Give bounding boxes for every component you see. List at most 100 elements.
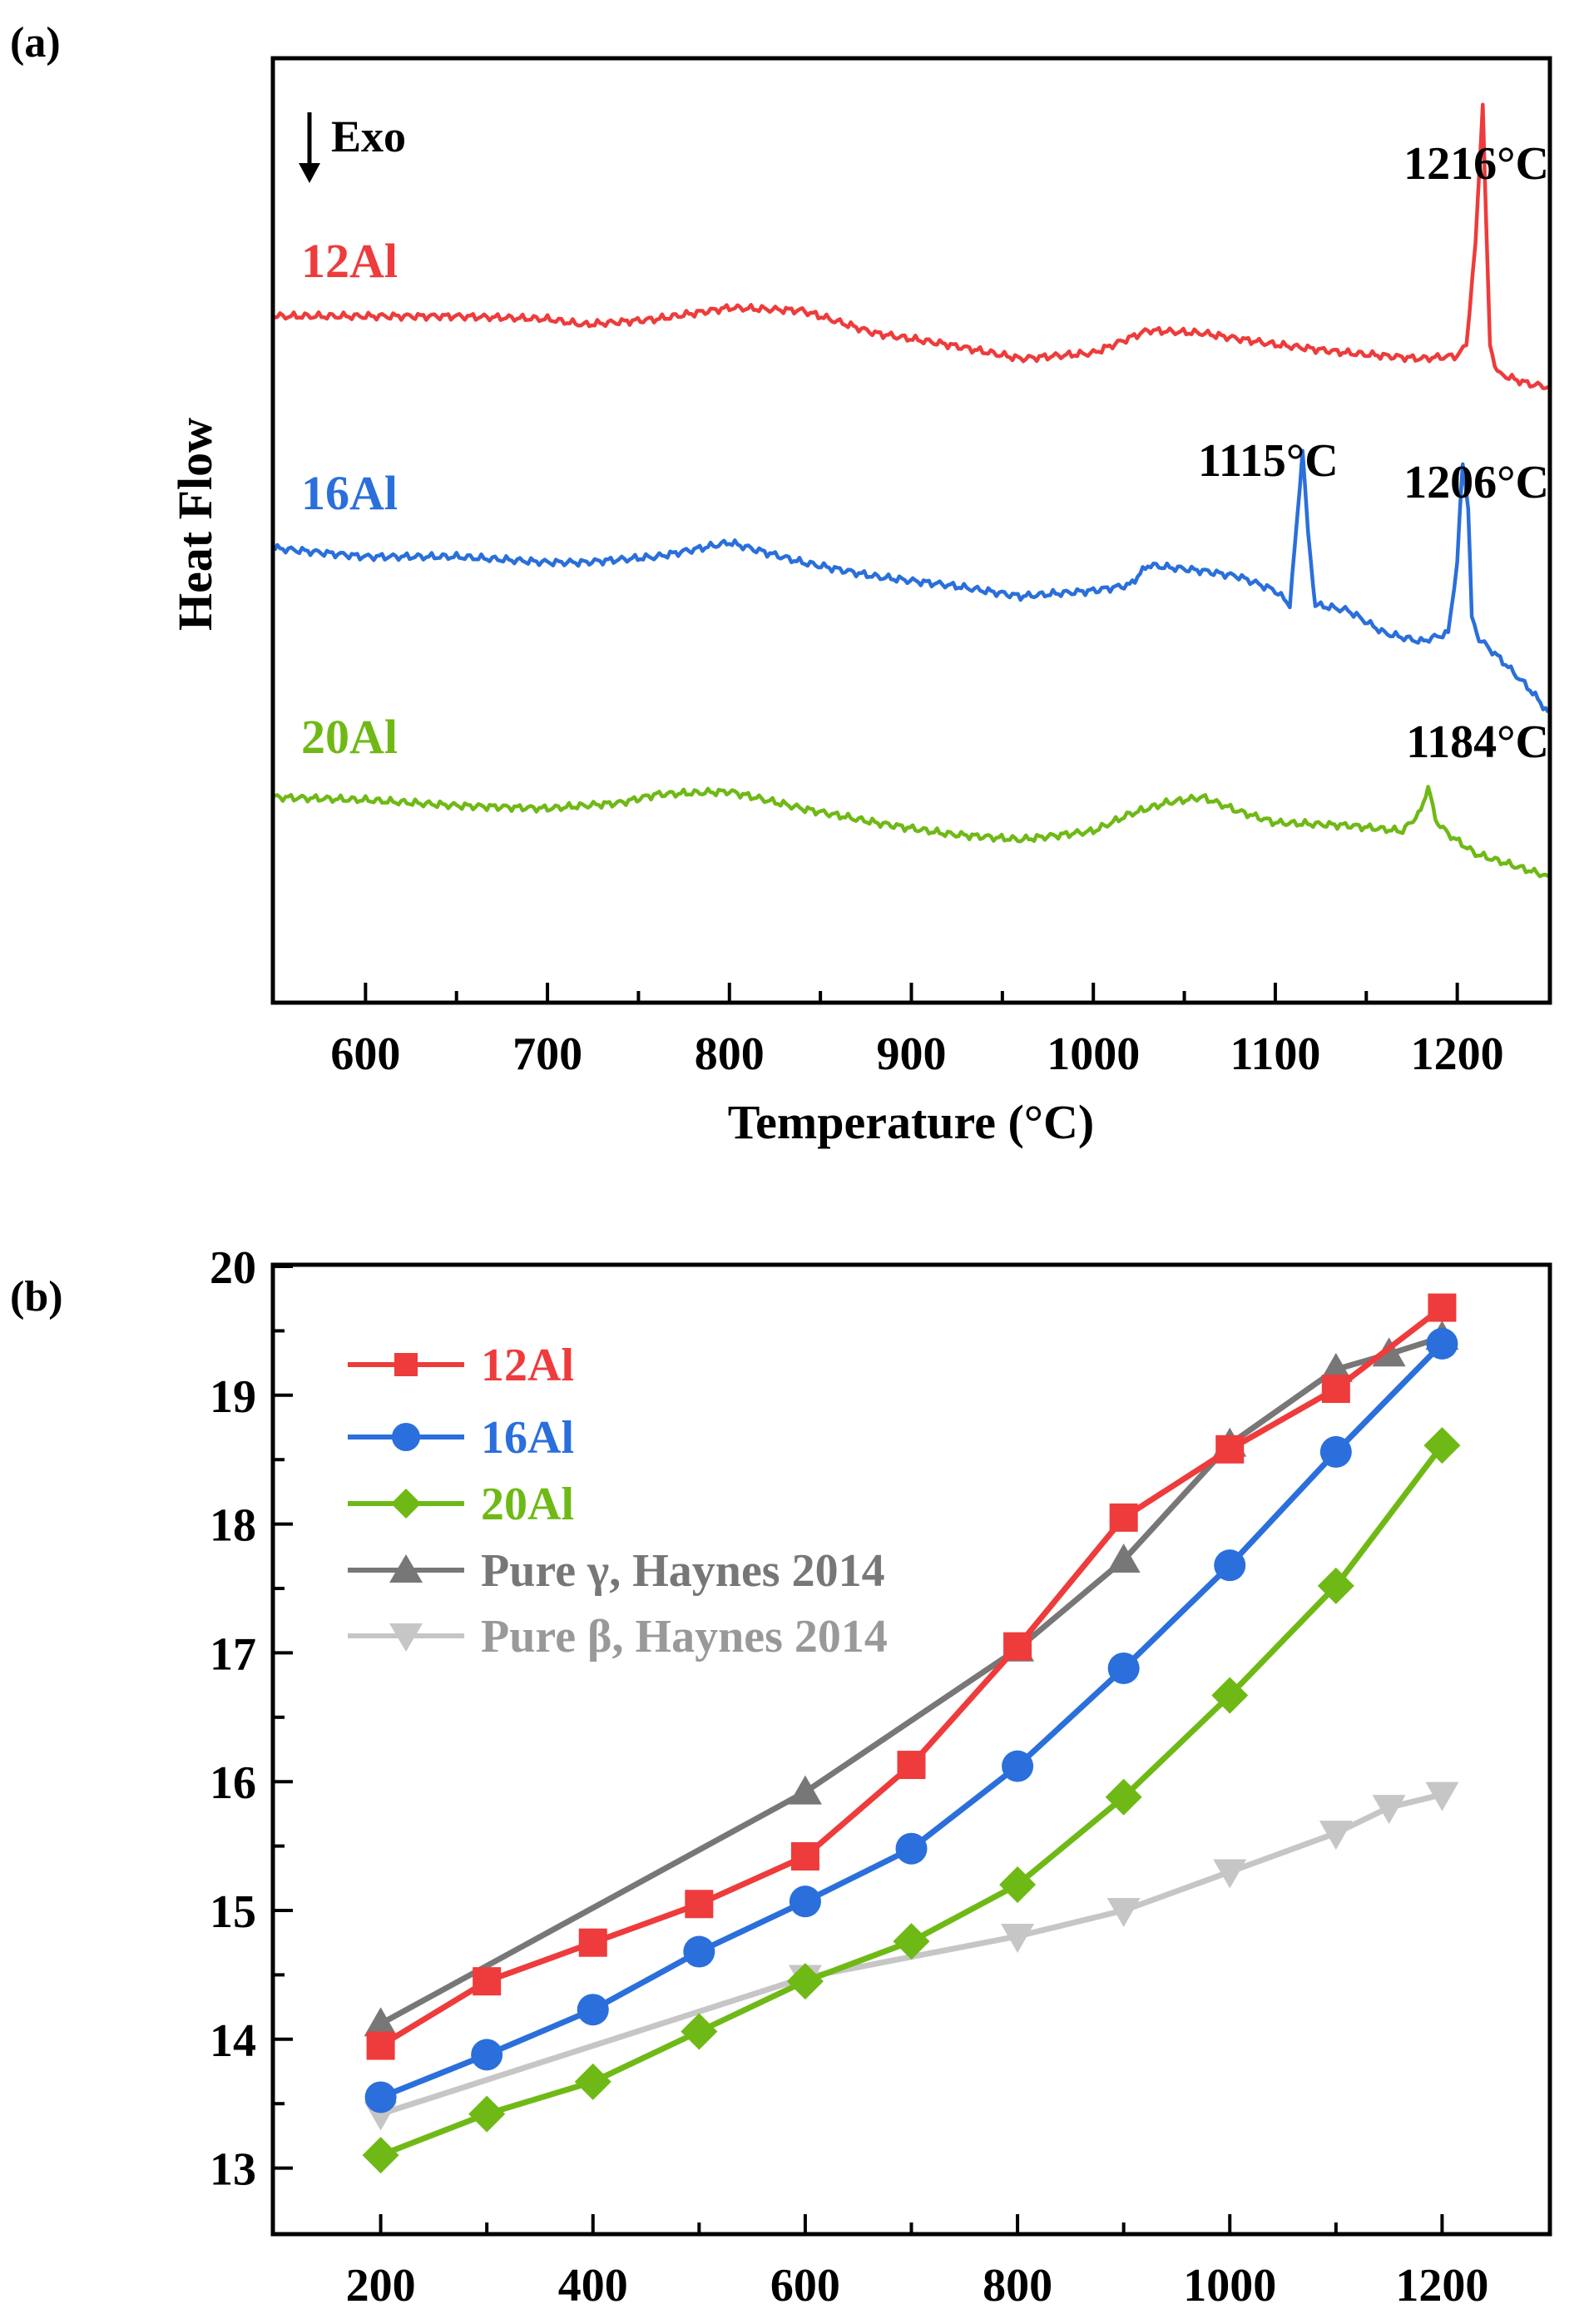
data-point-circle: [1107, 1652, 1140, 1684]
panel-b-series: [362, 1293, 1461, 2174]
panel-a-x-axis-title: Temperature (°C): [728, 1095, 1094, 1149]
y-tick-label: 14: [210, 2015, 256, 2067]
data-point-diamond: [574, 2063, 611, 2100]
data-point-triangle-down: [1319, 1821, 1353, 1851]
legend-square-marker-icon: [394, 1353, 418, 1376]
series-label-20al: 20Al: [301, 710, 398, 764]
peak-annotation-1216: 1216°C: [1403, 138, 1549, 190]
data-point-circle: [1319, 1435, 1352, 1468]
x-tick-label: 700: [512, 1028, 582, 1080]
data-point-square: [685, 1890, 714, 1919]
x-tick-label: 400: [558, 2260, 628, 2312]
legend-item-pure-beta: Pure β, Haynes 2014: [348, 1611, 888, 1662]
y-tick-label: 20: [210, 1242, 256, 1294]
legend-label-16al: 16Al: [481, 1412, 574, 1464]
legend-triangle-up-marker-icon: [389, 1554, 423, 1583]
data-point-square: [1321, 1375, 1350, 1404]
data-point-circle: [683, 1935, 715, 1968]
data-point-triangle-down: [1213, 1859, 1247, 1889]
dsc-trace-20al: [274, 785, 1550, 879]
data-point-diamond: [1423, 1427, 1461, 1464]
y-tick-label: 16: [210, 1757, 256, 1809]
legend-triangle-down-marker-icon: [389, 1623, 423, 1652]
data-point-diamond: [1317, 1567, 1354, 1604]
panel-a-peak-annotations: 1216°C 1115°C 1206°C 1184°C: [1198, 138, 1549, 768]
y-tick-label: 18: [210, 1500, 256, 1552]
panel-a-x-ticks: 600 700 800 900 1000 1100 1200: [330, 983, 1504, 1080]
data-point-circle: [471, 2039, 503, 2071]
data-point-diamond: [999, 1866, 1037, 1904]
panel-a-label: (a): [10, 19, 61, 67]
data-point-circle: [364, 2081, 397, 2113]
data-point-triangle-down: [1425, 1781, 1459, 1811]
data-point-square: [897, 1751, 926, 1780]
data-point-square: [1215, 1435, 1245, 1464]
data-point-diamond: [1105, 1778, 1142, 1816]
legend-circle-marker-icon: [392, 1423, 420, 1451]
panel-a-series-labels: 12Al 16Al 20Al: [301, 234, 398, 764]
series-label-12al: 12Al: [301, 234, 398, 288]
legend-item-pure-gamma: Pure γ, Haynes 2014: [348, 1545, 885, 1597]
y-tick-label: 15: [210, 1886, 256, 1938]
data-point-square: [1109, 1503, 1138, 1532]
data-point-triangle-up: [1106, 1543, 1141, 1573]
data-point-triangle-down: [1106, 1898, 1141, 1927]
panel-b-frame: [270, 1262, 1552, 2237]
x-tick-label: 200: [346, 2260, 416, 2312]
data-point-diamond: [681, 2013, 718, 2050]
x-tick-label: 800: [695, 1028, 765, 1080]
panel-b-line-chart: (b) 200 400 600 800 1000 1200 13 14 15 16 17 18 19 20…: [10, 1242, 1552, 2312]
panel-a-y-axis-title: Heat Flow: [168, 418, 222, 631]
data-point-triangle-up: [364, 2007, 398, 2037]
legend-item-16al: 16Al: [348, 1412, 574, 1464]
x-tick-label: 1200: [1395, 2260, 1488, 2312]
data-point-triangle-up: [1372, 1337, 1406, 1367]
exo-indicator: Exo: [299, 111, 406, 183]
x-tick-label: 1100: [1230, 1028, 1320, 1080]
series-label-16al: 16Al: [301, 466, 398, 520]
dsc-trace-12al: [274, 102, 1549, 390]
x-tick-label: 600: [330, 1028, 400, 1080]
x-tick-label: 1200: [1411, 1028, 1504, 1080]
data-point-diamond: [893, 1923, 930, 1960]
x-tick-label: 900: [877, 1028, 947, 1080]
y-tick-label: 17: [210, 1628, 256, 1680]
peak-annotation-1184: 1184°C: [1406, 716, 1549, 768]
panel-b-legend: 12Al 16Al 20Al Pure γ, Haynes 2014 Pure: [348, 1340, 888, 1662]
x-tick-label: 600: [770, 2260, 840, 2312]
panel-b-label: (b): [10, 1273, 63, 1321]
data-point-circle: [1002, 1750, 1034, 1782]
y-tick-label: 19: [210, 1371, 256, 1423]
exo-label: Exo: [331, 111, 406, 161]
x-tick-label: 800: [983, 2260, 1052, 2312]
y-tick-label: 13: [210, 2144, 256, 2196]
legend-label-12al: 12Al: [481, 1340, 574, 1391]
data-point-diamond: [362, 2137, 399, 2174]
panel-a-dsc-chart: (a) 600 700 800 900 1000 1100 1200 Temperature…: [10, 19, 1552, 1149]
data-point-triangle-up: [788, 1775, 822, 1805]
data-point-circle: [895, 1832, 928, 1865]
peak-annotation-1115: 1115°C: [1198, 435, 1339, 487]
data-point-square: [1428, 1293, 1457, 1322]
data-point-square: [790, 1841, 819, 1871]
data-point-square: [473, 1967, 502, 1996]
x-tick-label: 1000: [1183, 2260, 1276, 2312]
dsc-trace-16al: [273, 448, 1550, 714]
data-point-circle: [1426, 1327, 1458, 1360]
data-point-square: [578, 1928, 607, 1957]
legend-label-20al: 20Al: [481, 1479, 574, 1530]
data-point-square: [366, 2031, 395, 2060]
legend-item-12al: 12Al: [348, 1340, 574, 1391]
legend-label-pure-beta: Pure β, Haynes 2014: [481, 1611, 888, 1662]
data-point-diamond: [1211, 1677, 1249, 1714]
legend-item-20al: 20Al: [348, 1479, 574, 1530]
data-point-circle: [577, 1994, 609, 2026]
panel-a-traces: [273, 102, 1550, 879]
data-point-square: [1003, 1632, 1032, 1661]
data-point-triangle-down: [1001, 1923, 1035, 1953]
x-tick-label: 1000: [1047, 1028, 1140, 1080]
exo-arrowhead-icon: [299, 163, 320, 183]
data-point-diamond: [468, 2095, 506, 2133]
legend-label-pure-gamma: Pure γ, Haynes 2014: [481, 1545, 885, 1597]
